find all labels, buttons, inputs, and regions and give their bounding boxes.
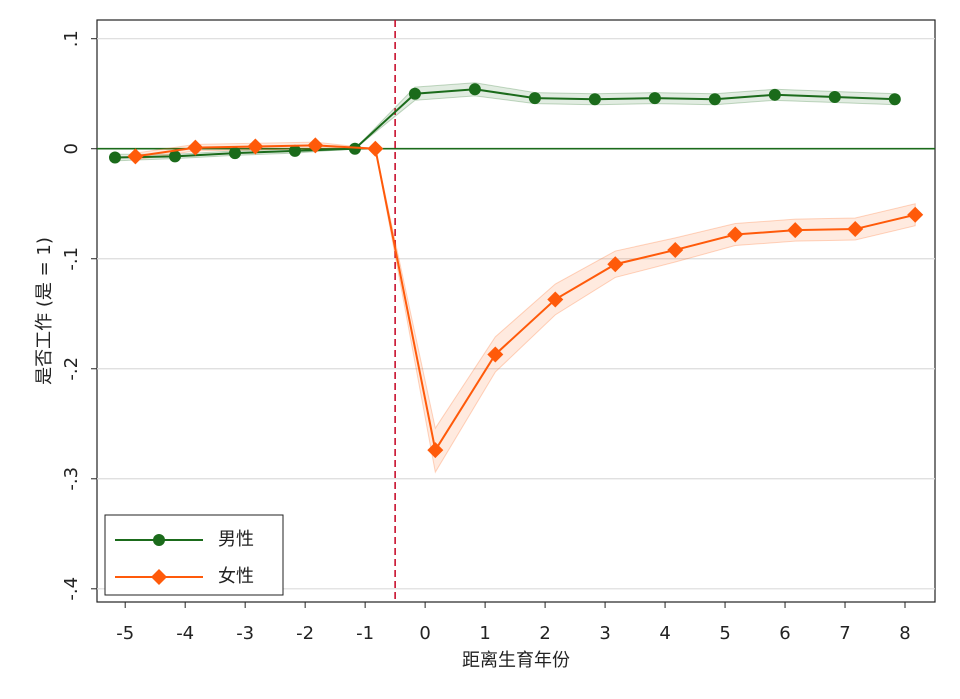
x-tick-label: -3 <box>236 623 254 644</box>
legend-label: 女性 <box>218 566 254 587</box>
x-tick-label: 1 <box>479 623 490 644</box>
point <box>348 142 361 155</box>
x-tick-label: 3 <box>599 623 610 644</box>
point <box>588 93 601 106</box>
point <box>108 151 121 164</box>
x-tick-label: 7 <box>839 623 850 644</box>
x-tick-label: -4 <box>176 623 194 644</box>
series-line <box>114 88 895 159</box>
point <box>847 221 864 238</box>
point <box>607 256 624 273</box>
point <box>768 88 781 101</box>
x-tick-label: 2 <box>539 623 550 644</box>
x-tick-label: 8 <box>899 623 910 644</box>
point <box>187 139 204 156</box>
x-tick-label: 0 <box>419 623 430 644</box>
point <box>168 150 181 163</box>
x-axis-title: 距离生育年份 <box>462 650 570 671</box>
point <box>228 147 241 160</box>
y-tick-label: 0 <box>61 143 82 154</box>
y-axis-title: 是否工作 (是 = 1) <box>34 237 55 385</box>
legend-label: 男性 <box>218 529 254 550</box>
x-tick-label: 5 <box>719 623 730 644</box>
point <box>727 226 744 243</box>
point <box>787 222 804 239</box>
y-tick-label: -.4 <box>61 577 82 601</box>
point <box>408 87 421 100</box>
y-tick-label: -.2 <box>61 357 82 381</box>
plot-frame <box>96 19 936 603</box>
series-line <box>135 144 916 453</box>
y-tick-label: .1 <box>61 30 82 47</box>
x-tick-label: -1 <box>356 623 374 644</box>
point <box>307 137 324 154</box>
point <box>708 93 721 106</box>
point <box>127 148 144 165</box>
x-tick-label: -2 <box>296 623 314 644</box>
point <box>288 144 301 157</box>
legend-marker <box>153 534 165 546</box>
legend-box <box>104 514 284 596</box>
point <box>667 241 684 258</box>
x-tick-label: -5 <box>116 623 134 644</box>
point <box>828 91 841 104</box>
point <box>247 138 264 155</box>
point <box>648 92 661 105</box>
point <box>367 140 384 157</box>
point <box>427 442 444 459</box>
x-tick-label: 4 <box>659 623 670 644</box>
point <box>888 93 901 106</box>
point <box>528 92 541 105</box>
point <box>547 291 564 308</box>
y-tick-label: -.1 <box>61 247 82 271</box>
x-tick-label: 6 <box>779 623 790 644</box>
confidence-band <box>134 141 916 474</box>
point <box>468 83 481 96</box>
legend-marker <box>151 569 167 585</box>
point <box>487 346 504 363</box>
point <box>907 206 924 223</box>
y-tick-label: -.3 <box>61 467 82 491</box>
